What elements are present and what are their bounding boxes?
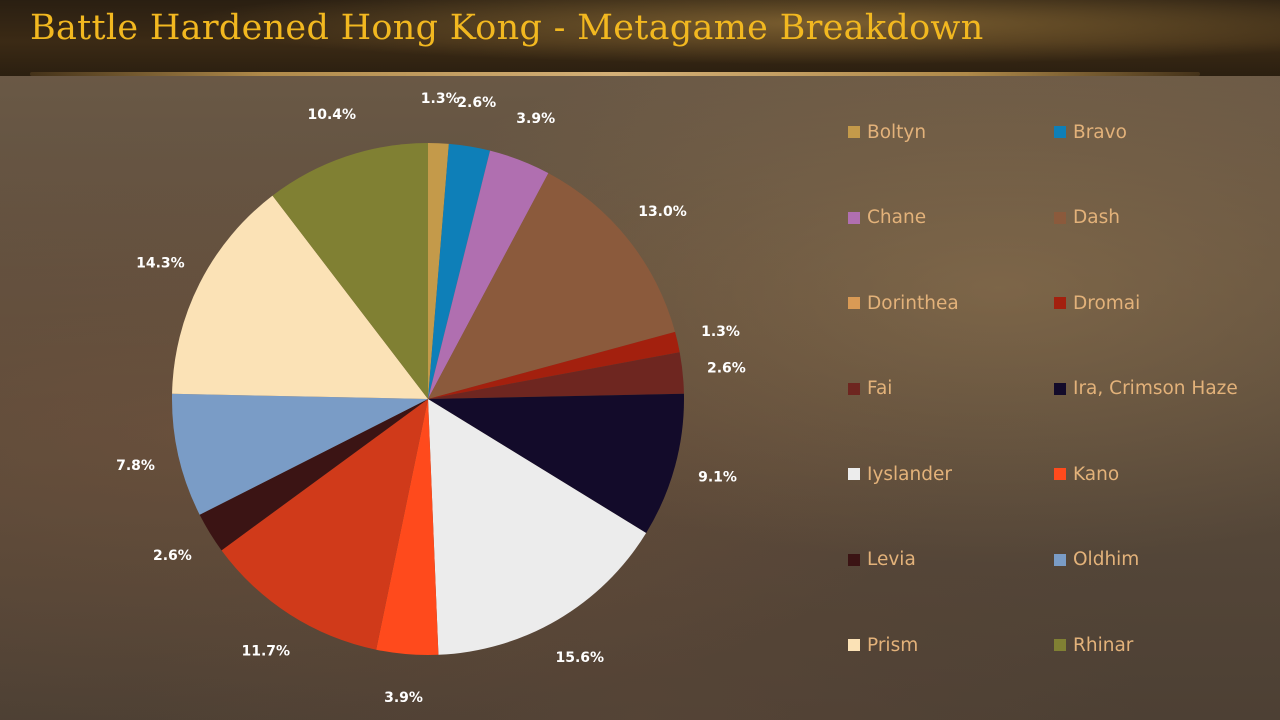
slice-percent-label: 15.6% [556, 650, 605, 666]
legend-swatch [1054, 297, 1066, 309]
pie-labels: 1.3%2.6%3.9%13.0%1.3%2.6%9.1%15.6%3.9%11… [116, 91, 746, 706]
legend-swatch [1054, 211, 1066, 224]
legend-label: Rhinar [1073, 634, 1134, 656]
pie-slice [171, 393, 428, 515]
legend-item: Chane [848, 206, 926, 230]
pie-slice [221, 399, 428, 650]
legend-item: Boltyn [848, 120, 926, 144]
pie-slice [428, 150, 549, 399]
pie-slice [376, 399, 439, 656]
slice-percent-label: 14.3% [136, 255, 185, 271]
pie-slice [428, 393, 685, 533]
slice-percent-label: 10.4% [308, 107, 357, 123]
legend-item: Rhinar [1054, 633, 1133, 657]
legend-label: Dromai [1073, 292, 1141, 314]
pie-slice [428, 352, 684, 399]
slice-percent-label: 13.0% [638, 204, 687, 220]
legend-label: Fai [867, 378, 893, 399]
legend-label: Levia [867, 549, 916, 570]
legend-item: Oldhim [1054, 548, 1139, 572]
pie-slice [428, 173, 676, 399]
legend-label: Chane [867, 207, 927, 228]
banner-divider [30, 72, 1200, 76]
legend-swatch [848, 553, 860, 566]
pie-slice [272, 143, 428, 399]
pie-slice [428, 399, 647, 655]
legend-swatch [1054, 639, 1066, 651]
legend-swatch [848, 211, 860, 224]
pie-slice [428, 143, 491, 399]
title-banner: Battle Hardened Hong Kong - Metagame Bre… [0, 0, 1280, 76]
slice-percent-label: 7.8% [116, 458, 155, 474]
legend-item: Ira, Crimson Haze [1054, 377, 1238, 401]
legend-swatch [848, 126, 860, 138]
legend-label: Boltyn [867, 121, 927, 143]
legend-swatch [1054, 382, 1066, 395]
slice-percent-label: 11.7% [242, 643, 291, 659]
pie-slices [171, 143, 685, 656]
slice-percent-label: 2.6% [153, 548, 192, 564]
slice-percent-label: 9.1% [698, 470, 737, 486]
pie-slice [199, 399, 428, 551]
page-title: Battle Hardened Hong Kong - Metagame Bre… [30, 8, 984, 48]
legend-swatch [848, 639, 860, 651]
legend-label: Kano [1073, 463, 1120, 485]
legend-item: Dromai [1054, 291, 1140, 315]
slice-percent-label: 1.3% [701, 324, 740, 340]
legend-item: Fai [848, 377, 892, 401]
slice-percent-label: 2.6% [707, 361, 746, 377]
legend-swatch [1054, 126, 1066, 138]
legend-item: Dash [1054, 206, 1120, 230]
slice-percent-label: 3.9% [516, 111, 555, 127]
legend-swatch [1054, 553, 1066, 566]
legend-swatch [848, 382, 860, 395]
pie-slice [428, 331, 680, 399]
legend-item: Bravo [1054, 120, 1127, 144]
legend-swatch [1054, 468, 1066, 480]
pie-slice [428, 143, 449, 399]
slice-percent-label: 2.6% [457, 95, 496, 111]
slice-percent-label: 3.9% [384, 690, 423, 706]
slice-percent-label: 1.3% [421, 91, 460, 107]
pie-slice [172, 195, 428, 399]
legend-item: Kano [1054, 462, 1119, 486]
chart-legend: Boltyn Bravo Chane Dash Dorinthea Dromai Fai Ir… [848, 120, 1268, 680]
legend-item: Prism [848, 633, 918, 657]
legend-label: Iyslander [867, 463, 952, 485]
legend-item: Levia [848, 548, 916, 572]
legend-item: Dorinthea [848, 291, 959, 315]
legend-label: Prism [867, 634, 919, 656]
legend-label: Oldhim [1073, 549, 1140, 570]
legend-label: Dash [1073, 207, 1120, 228]
legend-swatch [848, 468, 860, 480]
legend-label: Dorinthea [867, 292, 959, 314]
legend-label: Bravo [1073, 121, 1127, 143]
legend-item: Iyslander [848, 462, 952, 486]
legend-label: Ira, Crimson Haze [1073, 378, 1238, 399]
legend-swatch [848, 297, 860, 309]
